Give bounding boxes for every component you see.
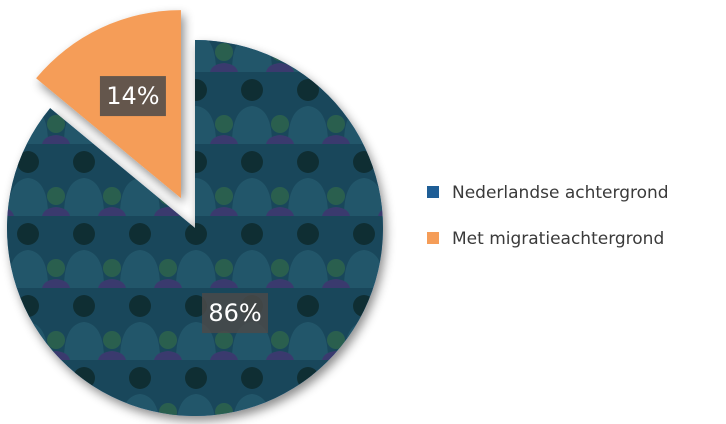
value-label: 86% xyxy=(208,299,261,327)
value-label: 14% xyxy=(106,82,159,110)
legend-label: Met migratieachtergrond xyxy=(452,229,664,249)
legend: Nederlandse achtergrond Met migratieachte… xyxy=(427,183,669,249)
value-label-box xyxy=(202,293,269,334)
legend-label: Nederlandse achtergrond xyxy=(452,183,669,203)
pie: 86% 14% xyxy=(6,10,383,416)
slice-group: 14% xyxy=(36,10,181,199)
legend-swatch xyxy=(427,232,439,244)
value-label-box xyxy=(99,76,166,117)
legend-swatch xyxy=(427,186,439,198)
slice-texture xyxy=(6,40,383,416)
slice-group: 86% xyxy=(6,40,383,416)
